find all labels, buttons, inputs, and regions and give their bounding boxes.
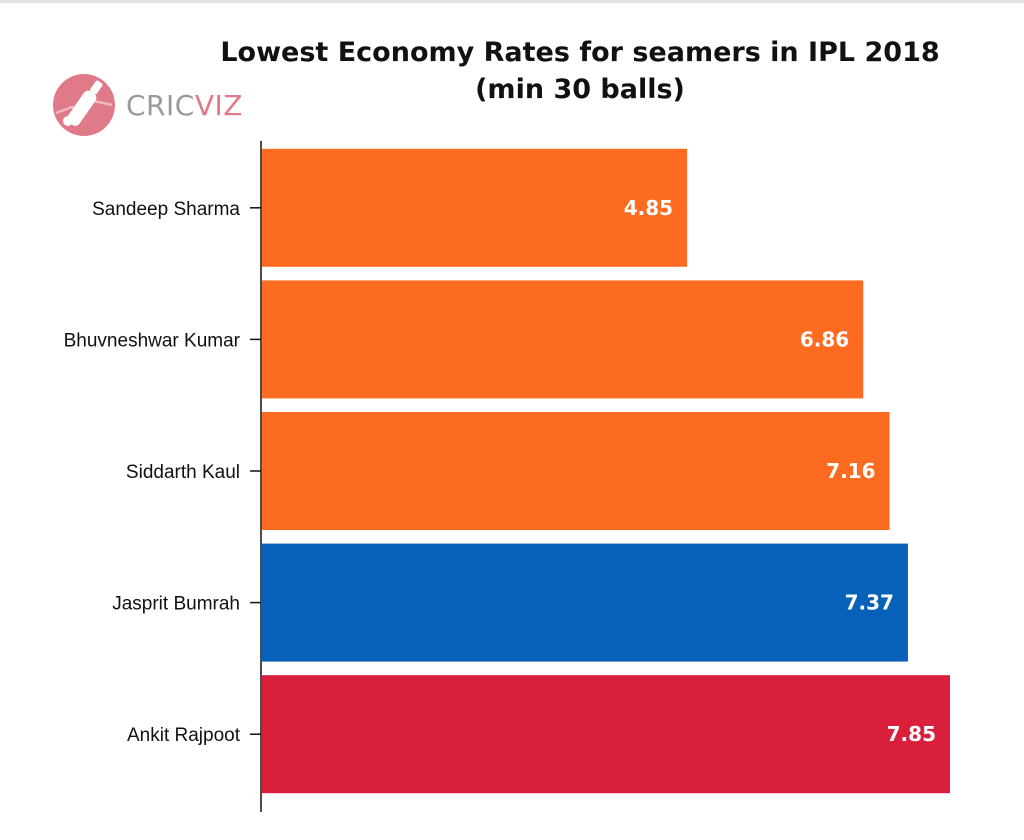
bar-siddarth-kaul bbox=[262, 412, 890, 530]
cricket-bat-ball-icon bbox=[53, 74, 115, 136]
top-border bbox=[0, 0, 1024, 3]
chart-title: Lowest Economy Rates for seamers in IPL … bbox=[220, 37, 940, 105]
logo-text-viz: VIZ bbox=[194, 88, 243, 122]
value-label: 7.37 bbox=[845, 591, 894, 615]
category-label: Ankit Rajpoot bbox=[127, 725, 241, 746]
category-label: Bhuvneshwar Kumar bbox=[64, 330, 241, 351]
bars-layer: Sandeep Sharma 4.85 Bhuvneshwar Kumar 6.86 S… bbox=[64, 148, 950, 794]
value-label: 6.86 bbox=[800, 327, 849, 351]
logo-wordmark: CRICVIZ bbox=[126, 89, 243, 122]
value-label: 7.16 bbox=[826, 459, 875, 483]
bar-sandeep-sharma bbox=[262, 148, 688, 267]
bar-ankit-rajpoot bbox=[262, 675, 950, 794]
cricviz-logo: CRICVIZ bbox=[52, 70, 252, 140]
value-label: 4.85 bbox=[624, 196, 673, 220]
category-label: Jasprit Bumrah bbox=[112, 594, 240, 615]
category-label: Sandeep Sharma bbox=[92, 199, 240, 220]
category-label: Siddarth Kaul bbox=[126, 462, 240, 483]
bar-bhuvneshwar-kumar bbox=[262, 280, 864, 399]
value-label: 7.85 bbox=[887, 722, 936, 746]
logo-text-cric: CRIC bbox=[126, 88, 195, 122]
bar-jasprit-bumrah bbox=[262, 543, 908, 662]
